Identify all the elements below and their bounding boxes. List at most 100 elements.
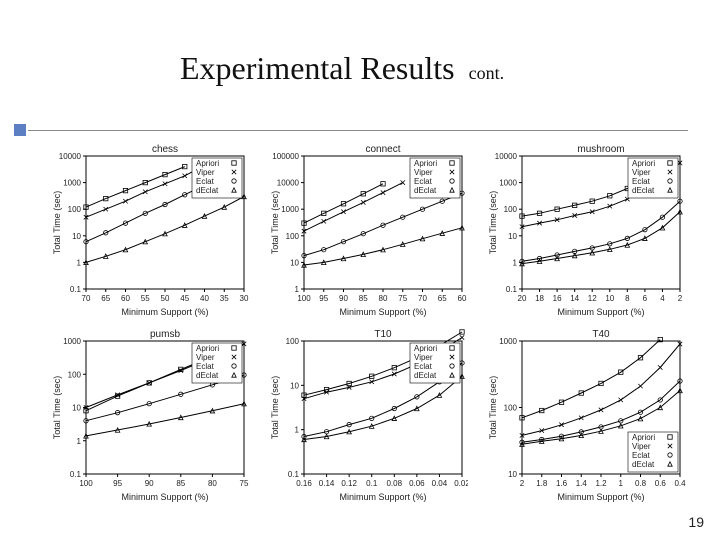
- chart-t40: T4010100100021.81.61.41.210.80.60.4Minim…: [486, 327, 686, 502]
- svg-text:1.6: 1.6: [556, 479, 568, 488]
- svg-text:0.8: 0.8: [635, 479, 647, 488]
- chart-connect: connect110100100010000100000100959085807…: [268, 142, 468, 317]
- svg-text:0.12: 0.12: [341, 479, 357, 488]
- chart-connect-svg: connect110100100010000100000100959085807…: [268, 142, 468, 317]
- svg-text:Viper: Viper: [414, 168, 433, 177]
- svg-text:4: 4: [660, 294, 665, 303]
- svg-text:0.06: 0.06: [409, 479, 425, 488]
- svg-text:10: 10: [72, 232, 81, 241]
- svg-text:100: 100: [286, 232, 300, 241]
- svg-text:0.1: 0.1: [366, 479, 378, 488]
- svg-text:16: 16: [553, 294, 562, 303]
- svg-text:10000: 10000: [495, 152, 518, 161]
- svg-text:2: 2: [520, 479, 525, 488]
- svg-text:10000: 10000: [59, 152, 82, 161]
- chart-t40-svg: T4010100100021.81.61.41.210.80.60.4Minim…: [486, 327, 686, 502]
- svg-text:0.16: 0.16: [296, 479, 312, 488]
- svg-text:Minimum Support (%): Minimum Support (%): [121, 307, 208, 317]
- svg-text:1: 1: [77, 437, 82, 446]
- svg-text:80: 80: [379, 294, 388, 303]
- svg-text:Apriori: Apriori: [632, 159, 655, 168]
- svg-text:100: 100: [504, 205, 518, 214]
- svg-text:100: 100: [504, 404, 518, 413]
- svg-text:Total Time (sec): Total Time (sec): [488, 191, 498, 255]
- svg-text:100000: 100000: [272, 152, 299, 161]
- svg-text:dEclat: dEclat: [196, 371, 219, 380]
- svg-text:Total Time (sec): Total Time (sec): [52, 191, 62, 255]
- svg-text:1.4: 1.4: [576, 479, 588, 488]
- slide-title: Experimental Results cont.: [180, 50, 504, 87]
- svg-text:85: 85: [359, 294, 368, 303]
- svg-text:Minimum Support (%): Minimum Support (%): [557, 307, 644, 317]
- svg-text:1.2: 1.2: [595, 479, 607, 488]
- svg-text:1000: 1000: [63, 179, 81, 188]
- svg-text:100: 100: [79, 479, 93, 488]
- svg-text:10: 10: [508, 232, 517, 241]
- svg-text:T40: T40: [592, 329, 610, 340]
- svg-text:0.1: 0.1: [70, 470, 82, 479]
- title-cont: cont.: [469, 63, 505, 83]
- svg-text:0.6: 0.6: [655, 479, 667, 488]
- svg-text:65: 65: [438, 294, 447, 303]
- svg-text:mushroom: mushroom: [577, 144, 624, 155]
- svg-text:dEclat: dEclat: [632, 460, 655, 469]
- svg-text:1: 1: [295, 285, 300, 294]
- svg-text:10: 10: [605, 294, 614, 303]
- svg-text:Eclat: Eclat: [196, 362, 215, 371]
- chart-t10: T100.11101000.160.140.120.10.080.060.040…: [268, 327, 468, 502]
- chart-chess-svg: chess0.111010010001000070656055504540353…: [50, 142, 250, 317]
- svg-text:0.1: 0.1: [288, 470, 300, 479]
- chart-mushroom: mushroom0.111010010001000020181614121086…: [486, 142, 686, 317]
- svg-text:90: 90: [339, 294, 348, 303]
- svg-text:Apriori: Apriori: [414, 159, 437, 168]
- svg-text:18: 18: [535, 294, 544, 303]
- svg-text:100: 100: [68, 370, 82, 379]
- title-rule: [28, 130, 688, 131]
- chart-pumsb: pumsb0.111010010001009590858075Minimum S…: [50, 327, 250, 502]
- svg-text:100: 100: [297, 294, 311, 303]
- svg-text:10: 10: [290, 381, 299, 390]
- svg-text:6: 6: [643, 294, 648, 303]
- svg-text:80: 80: [208, 479, 217, 488]
- svg-text:1: 1: [513, 258, 518, 267]
- svg-text:14: 14: [570, 294, 579, 303]
- svg-text:0.4: 0.4: [674, 479, 686, 488]
- svg-text:35: 35: [220, 294, 229, 303]
- svg-text:1: 1: [77, 258, 82, 267]
- svg-text:0.04: 0.04: [432, 479, 448, 488]
- svg-text:dEclat: dEclat: [414, 186, 437, 195]
- svg-text:Total Time (sec): Total Time (sec): [52, 376, 62, 440]
- svg-text:40: 40: [200, 294, 209, 303]
- svg-text:85: 85: [176, 479, 185, 488]
- svg-text:30: 30: [240, 294, 249, 303]
- svg-text:Viper: Viper: [632, 168, 651, 177]
- svg-text:0.14: 0.14: [319, 479, 335, 488]
- svg-text:dEclat: dEclat: [414, 371, 437, 380]
- svg-text:8: 8: [625, 294, 630, 303]
- svg-text:10000: 10000: [277, 179, 300, 188]
- svg-text:Viper: Viper: [196, 168, 215, 177]
- svg-text:Eclat: Eclat: [196, 177, 215, 186]
- svg-text:Total Time (sec): Total Time (sec): [270, 191, 280, 255]
- svg-text:0.02: 0.02: [454, 479, 468, 488]
- svg-text:70: 70: [82, 294, 91, 303]
- page-number: 19: [688, 514, 704, 530]
- svg-text:Apriori: Apriori: [632, 433, 655, 442]
- chart-t10-svg: T100.11101000.160.140.120.10.080.060.040…: [268, 327, 468, 502]
- chart-mushroom-svg: mushroom0.111010010001000020181614121086…: [486, 142, 686, 317]
- svg-text:0.1: 0.1: [70, 285, 82, 294]
- svg-text:10: 10: [72, 404, 81, 413]
- svg-text:connect: connect: [365, 144, 400, 155]
- svg-text:12: 12: [588, 294, 597, 303]
- svg-text:Total Time (sec): Total Time (sec): [270, 376, 280, 440]
- svg-text:1000: 1000: [499, 337, 517, 346]
- svg-text:Eclat: Eclat: [632, 451, 651, 460]
- svg-text:dEclat: dEclat: [632, 186, 655, 195]
- svg-text:2: 2: [678, 294, 683, 303]
- svg-text:100: 100: [68, 205, 82, 214]
- svg-text:Viper: Viper: [632, 442, 651, 451]
- svg-text:Minimum Support (%): Minimum Support (%): [339, 307, 426, 317]
- svg-text:Viper: Viper: [414, 353, 433, 362]
- svg-text:Eclat: Eclat: [414, 362, 433, 371]
- svg-text:Minimum Support (%): Minimum Support (%): [121, 492, 208, 502]
